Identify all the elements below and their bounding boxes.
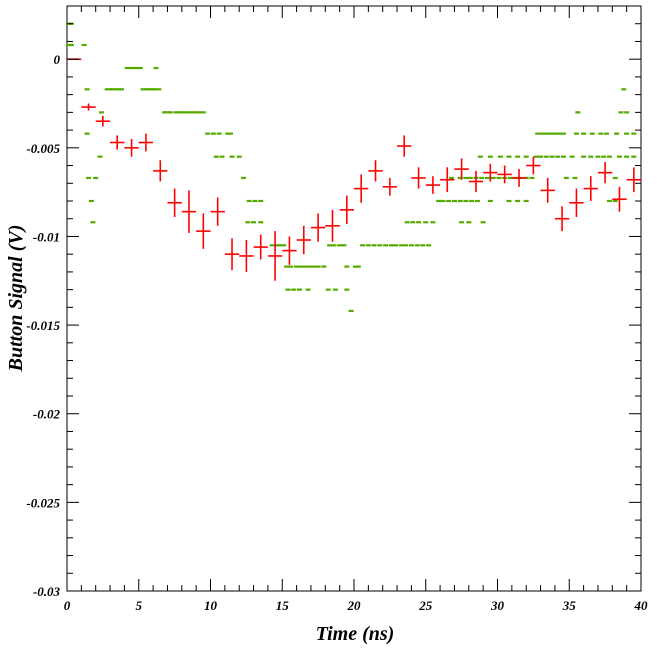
y-tick-label: -0.005 xyxy=(26,141,60,156)
plot-frame xyxy=(66,5,642,592)
y-tick-label: -0.02 xyxy=(33,407,61,422)
red-point xyxy=(569,188,584,217)
red-point xyxy=(181,190,197,233)
red-point xyxy=(497,165,512,184)
x-axis: 0 5 10 15 20 25 30 35 40 xyxy=(64,6,648,613)
red-point xyxy=(411,167,426,189)
red-point xyxy=(224,238,240,271)
x-tick-label: 40 xyxy=(634,598,649,613)
y-axis: 0 -0.005 -0.01 -0.015 -0.02 -0.025 -0.03 xyxy=(26,5,641,599)
x-tick-label: 35 xyxy=(562,598,577,613)
red-point xyxy=(296,225,311,255)
y-tick-label: -0.01 xyxy=(33,229,60,244)
x-tick-label: 20 xyxy=(347,598,362,613)
red-point xyxy=(440,167,455,193)
red-point xyxy=(425,176,441,194)
red-series xyxy=(67,58,641,281)
red-point xyxy=(95,115,111,127)
red-point xyxy=(282,236,297,265)
red-point xyxy=(483,163,498,182)
red-point xyxy=(468,170,484,193)
red-point xyxy=(253,234,268,260)
red-point xyxy=(325,209,340,242)
red-point xyxy=(138,133,154,152)
red-point xyxy=(124,138,139,157)
red-point xyxy=(368,160,383,182)
red-point xyxy=(210,197,225,226)
red-point xyxy=(597,162,613,184)
red-point xyxy=(583,176,598,201)
red-point xyxy=(454,158,469,180)
red-point xyxy=(511,169,527,187)
x-tick-label: 25 xyxy=(418,598,433,613)
red-point xyxy=(354,174,369,203)
red-point xyxy=(239,240,254,272)
red-point xyxy=(81,103,96,111)
x-tick-label: 0 xyxy=(64,598,71,613)
red-point xyxy=(310,213,326,242)
red-point xyxy=(267,231,283,281)
x-tick-label: 10 xyxy=(204,598,218,613)
red-point xyxy=(196,213,211,249)
red-point xyxy=(397,135,412,157)
y-tick-label: -0.03 xyxy=(33,584,61,599)
x-tick-label: 30 xyxy=(490,598,505,613)
red-point xyxy=(626,167,641,193)
red-point xyxy=(382,177,398,196)
red-point xyxy=(526,156,541,175)
y-tick-label: 0 xyxy=(54,52,61,67)
red-point xyxy=(110,135,125,150)
green-series xyxy=(65,22,637,313)
y-tick-label: -0.025 xyxy=(26,495,60,510)
y-axis-title: Button Signal (V) xyxy=(5,225,27,373)
y-tick-label: -0.015 xyxy=(26,318,60,333)
red-point xyxy=(167,188,182,217)
red-point xyxy=(153,160,168,182)
red-point xyxy=(540,177,555,203)
x-tick-label: 15 xyxy=(276,598,290,613)
x-axis-title: Time (ns) xyxy=(316,623,395,645)
red-point xyxy=(339,195,354,225)
red-point xyxy=(612,186,627,212)
red-point xyxy=(554,206,570,232)
x-tick-label: 5 xyxy=(136,598,143,613)
